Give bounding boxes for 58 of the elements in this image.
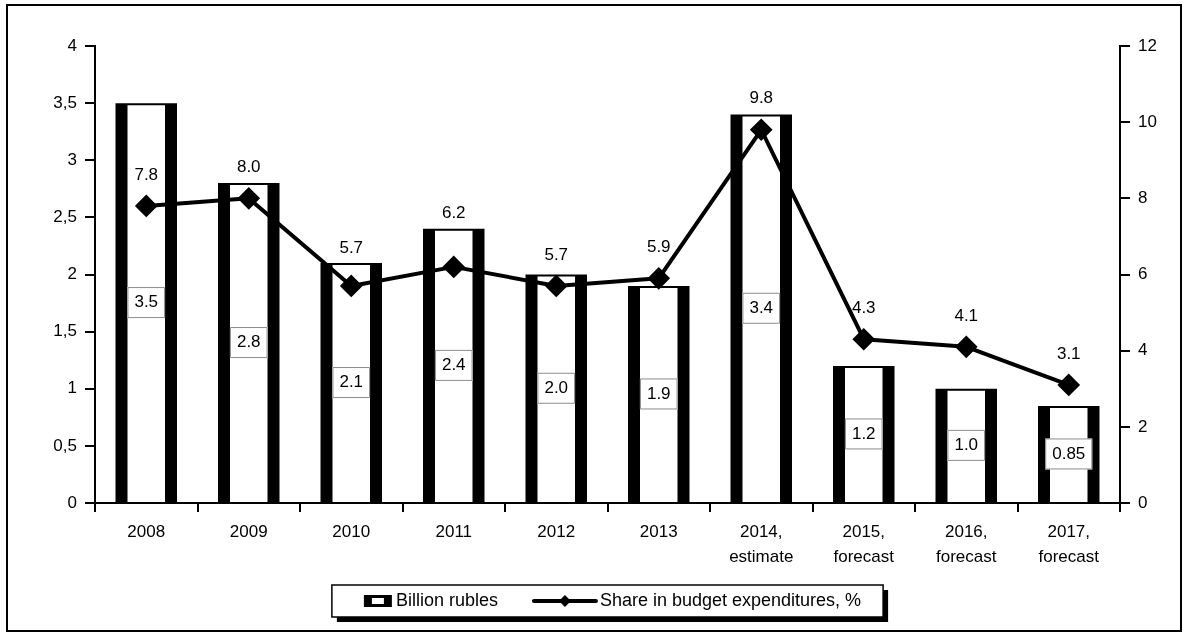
point <box>750 119 772 141</box>
data-label: 2.1 <box>339 372 364 392</box>
x-tick-label: 2011 <box>435 522 473 542</box>
data-label: 2.4 <box>441 355 466 375</box>
point <box>135 195 157 217</box>
point <box>648 267 670 289</box>
y-tick-label: 2 <box>67 264 77 284</box>
data-label: 9.8 <box>749 88 774 108</box>
y-tick-label: 0 <box>67 492 77 512</box>
data-label: 8.0 <box>236 157 261 177</box>
point <box>340 275 362 297</box>
y2-tick-label: 12 <box>1138 35 1157 55</box>
x-tick-label: 2017, forecast <box>1038 522 1100 566</box>
x-tick-label: 2009 <box>229 522 268 542</box>
x-tick-label: 2016, forecast <box>936 522 997 566</box>
data-label: 1.0 <box>954 435 979 455</box>
x-tick-label: 2008 <box>127 522 166 542</box>
y2-tick-label: 8 <box>1138 188 1148 208</box>
point <box>545 275 567 297</box>
point <box>443 256 465 278</box>
y-tick-label: 3 <box>67 149 77 169</box>
data-label: 5.7 <box>544 244 569 264</box>
point <box>955 336 977 358</box>
data-label: 0.85 <box>1052 443 1086 463</box>
y2-tick-label: 6 <box>1138 264 1148 284</box>
data-label: 3.1 <box>1056 343 1081 363</box>
data-label: 6.2 <box>441 203 466 223</box>
point <box>238 187 260 209</box>
y2-tick-label: 0 <box>1138 492 1148 512</box>
data-label: 2.0 <box>544 377 569 397</box>
data-label: 4.1 <box>954 305 979 325</box>
data-label: 3.5 <box>134 292 159 312</box>
point <box>1058 374 1080 396</box>
y-tick-label: 0,5 <box>53 435 77 455</box>
x-tick-label: 2015, forecast <box>833 522 895 566</box>
data-label: 3.4 <box>749 297 774 317</box>
x-tick-label: 2010 <box>332 522 371 542</box>
data-label: 5.7 <box>339 237 364 257</box>
y-tick-label: 2,5 <box>53 207 77 227</box>
y2-tick-label: 2 <box>1138 416 1148 436</box>
y-tick-label: 1,5 <box>53 321 77 341</box>
data-label: 1.2 <box>851 423 876 443</box>
data-label: 5.9 <box>646 237 671 256</box>
data-label: 1.9 <box>646 383 671 403</box>
x-tick-label: 2014, estimate <box>729 522 794 566</box>
data-label: 7.8 <box>134 164 159 184</box>
y-tick-label: 1 <box>67 378 77 398</box>
y2-tick-label: 10 <box>1138 111 1157 131</box>
y-tick-label: 3,5 <box>53 92 77 112</box>
y2-tick-label: 4 <box>1138 340 1148 360</box>
legend-label: Share in budget expenditures, % <box>599 589 862 610</box>
x-tick-label: 2012 <box>537 522 576 542</box>
y-tick-label: 4 <box>67 35 77 55</box>
data-label: 4.3 <box>851 297 876 317</box>
legend-label: Billion rubles <box>395 589 498 610</box>
point <box>853 328 875 350</box>
x-tick-label: 2013 <box>639 522 678 542</box>
data-label: 2.8 <box>236 332 261 352</box>
